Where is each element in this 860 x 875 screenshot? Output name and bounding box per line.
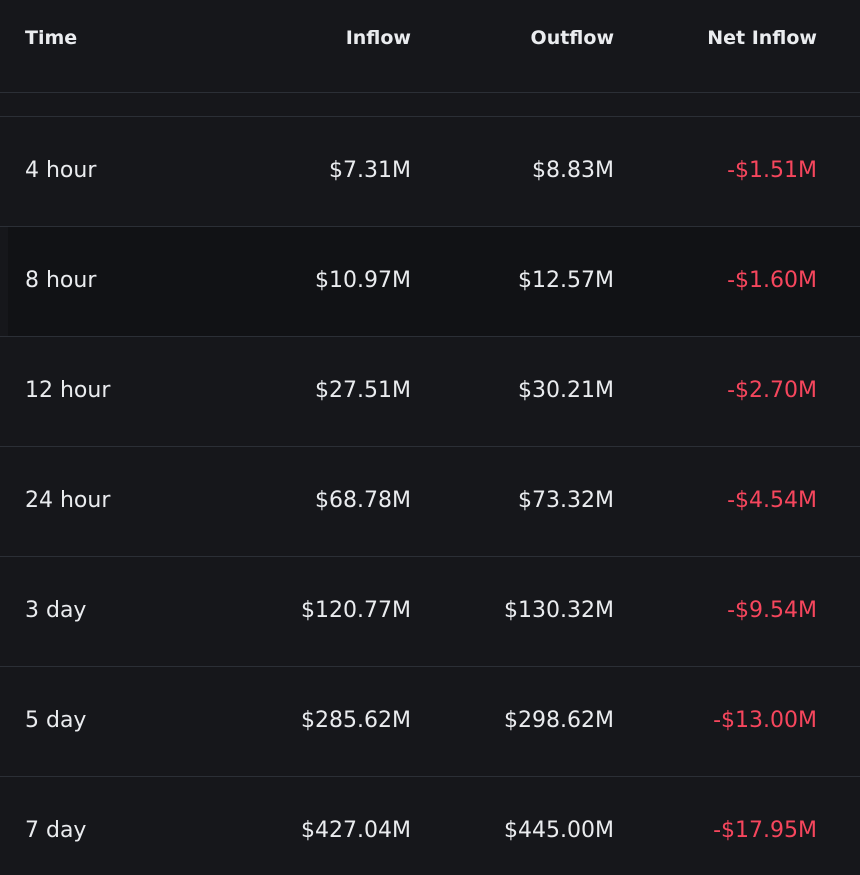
row-divider	[0, 666, 860, 667]
outflow-cell: $12.57M	[518, 268, 614, 293]
row-divider	[0, 776, 860, 777]
row-divider	[0, 226, 860, 227]
inflow-cell: $427.04M	[301, 818, 411, 843]
outflow-cell: $8.83M	[532, 158, 614, 183]
row-highlight	[8, 226, 860, 336]
net-inflow-cell: -$4.54M	[727, 488, 817, 513]
header-divider	[0, 92, 860, 93]
inflow-cell: $7.31M	[329, 158, 411, 183]
time-cell: 7 day	[25, 818, 87, 843]
inflow-cell: $120.77M	[301, 598, 411, 623]
outflow-cell: $445.00M	[504, 818, 614, 843]
net-inflow-cell: -$9.54M	[727, 598, 817, 623]
time-cell: 5 day	[25, 708, 87, 733]
row-divider	[0, 446, 860, 447]
row-divider	[0, 116, 860, 117]
net-inflow-cell: -$17.95M	[713, 818, 817, 843]
time-cell: 24 hour	[25, 488, 111, 513]
net-inflow-cell: -$13.00M	[713, 708, 817, 733]
row-divider	[0, 556, 860, 557]
net-inflow-cell: -$1.51M	[727, 158, 817, 183]
inflow-cell: $68.78M	[315, 488, 411, 513]
column-header: Net Inflow	[707, 27, 817, 49]
inflow-cell: $10.97M	[315, 268, 411, 293]
time-cell: 4 hour	[25, 158, 97, 183]
column-header: Inflow	[345, 27, 411, 49]
time-cell: 3 day	[25, 598, 87, 623]
inflow-cell: $27.51M	[315, 378, 411, 403]
inflow-cell: $285.62M	[301, 708, 411, 733]
outflow-cell: $298.62M	[504, 708, 614, 733]
time-cell: 8 hour	[25, 268, 97, 293]
time-cell: 12 hour	[25, 378, 111, 403]
net-inflow-cell: -$1.60M	[727, 268, 817, 293]
outflow-cell: $30.21M	[518, 378, 614, 403]
outflow-cell: $73.32M	[518, 488, 614, 513]
row-divider	[0, 336, 860, 337]
outflow-cell: $130.32M	[504, 598, 614, 623]
column-header: Outflow	[530, 27, 614, 49]
net-inflow-cell: -$2.70M	[727, 378, 817, 403]
column-header: Time	[25, 27, 78, 49]
